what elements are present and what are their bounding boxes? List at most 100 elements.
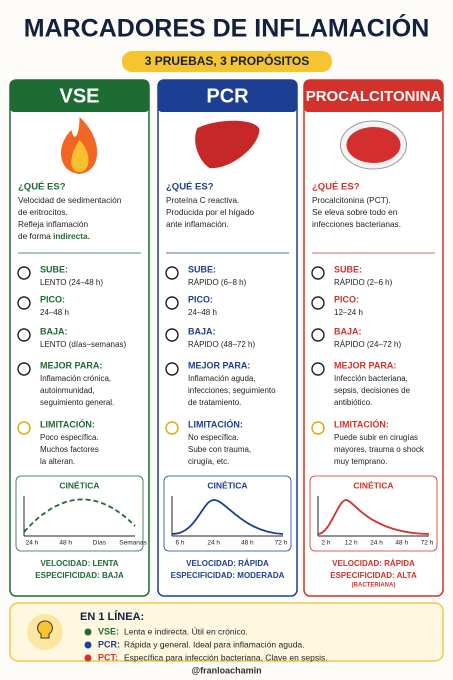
title: MARCADORES DE INFLAMACIÓN [24,13,430,43]
subtitle-pill [122,51,332,72]
row-value: 24–48 h [188,308,217,317]
what-text: infecciones bacterianas. [312,219,401,229]
column-summary: ESPECIFICIDAD: ALTA [330,571,417,580]
what-run: de eritrocitos. [18,207,68,217]
what-text: Procalcitonina (PCT). [312,195,391,205]
row-value: Infección bacteriana, [334,374,408,383]
row-label: SUBE: [334,264,362,274]
summary-text: Lenta e indirecta. Útil en crónico. [124,626,248,636]
kinetics-title: CINÉTICA [353,480,393,490]
kinetics-tick: 48 h [59,540,72,547]
row-value: Inflamación aguda, [188,374,256,383]
row-icon [17,296,31,310]
row-value: infecciones, seguimiento [188,386,276,395]
row-icon [17,362,31,376]
row-icon [311,296,325,310]
row-icon [17,328,31,342]
kinetics-box [15,475,144,552]
row-value: Sube con trauma, [188,445,251,454]
row-icon [165,296,179,310]
row-value: LENTO (24–48 h) [40,278,103,287]
row-icon [17,266,31,280]
column-title: PROCALCITONINA [306,88,442,105]
row-value: No específica. [188,433,239,442]
kinetics-tick: 48 h [395,540,408,547]
kinetics-tick: 24 h [26,540,39,547]
row-value: Puede subir en cirugías [334,433,418,442]
column-title: PCR [206,85,249,107]
column-header [10,80,149,112]
what-run: Se eleva sobre todo en [312,207,398,217]
kinetics-tick: 48 h [241,540,254,547]
row-label: MEJOR PARA: [334,360,396,370]
what-label: ¿QUÉ ES? [312,182,360,193]
summary-label: VSE: [98,626,119,636]
column-summary: VELOCIDAD: RÁPIDA [186,559,269,568]
what-label: ¿QUÉ ES? [18,182,66,193]
what-run: Refleja inflamación [18,219,88,229]
what-text: de forma indirecta. [18,231,90,241]
column-summary: (BACTERIANA) [352,583,396,589]
kinetics-box [163,475,292,552]
row-value: 24–48 h [40,308,69,317]
row-value: muy temprano. [334,457,387,466]
what-run: Procalcitonina (PCT). [312,195,391,205]
column-summary: VELOCIDAD: RÁPIDA [332,559,415,568]
row-value: Muchos factores [40,445,99,454]
bulb-icon [37,620,53,639]
fire-inner [71,140,89,172]
row-value: de tratamiento. [188,398,241,407]
what-run: Velocidad de sedimentación [18,195,122,205]
row-icon [311,362,325,376]
what-text: ante inflamación. [166,219,229,229]
summary-text: Específica para infección bacteriana. Cl… [124,652,328,662]
summary-label: PCT: [98,652,118,662]
kinetics-tick: 24 h [207,540,220,547]
kinetics-tick: Semanas [119,540,147,547]
what-run: de forma [18,231,53,241]
row-icon [311,421,325,435]
row-label: PICO: [188,294,213,304]
what-run: indirecta. [53,231,90,241]
row-value: Inflamación crónica, [40,374,111,383]
row-value: 12–24 h [334,308,363,317]
row-label: MEJOR PARA: [40,360,102,370]
row-label: MEJOR PARA: [188,360,250,370]
row-label: BAJA: [334,326,362,336]
row-value: sepsis, decisiones de [334,386,411,395]
row-value: RÁPIDO (24–72 h) [334,340,401,349]
column-summary: ESPECIFICIDAD: MODERADA [171,571,285,580]
row-value: antibiótico. [334,398,372,407]
column-title: VSE [59,85,99,107]
row-label: LIMITACIÓN: [334,418,389,429]
kinetics-curve [317,499,430,535]
row-icon [165,328,179,342]
row-label: SUBE: [40,264,68,274]
kinetics-curve [23,498,136,533]
summary-title: EN 1 LÍNEA: [80,610,144,623]
row-label: PICO: [40,294,65,304]
kinetics-title: CINÉTICA [59,480,99,490]
kinetics-curve [171,499,284,535]
row-value: Poco específica. [40,433,99,442]
row-label: PICO: [334,294,359,304]
what-run: Producida por el hígado [166,207,254,217]
row-label: BAJA: [188,326,216,336]
summary-box [9,602,444,662]
what-run: ante inflamación. [166,219,229,229]
what-text: Proteína C reactiva. [166,195,239,205]
row-value: seguimiento general. [40,398,114,407]
kinetics-tick: 2 h [321,540,330,547]
row-icon [311,266,325,280]
row-icon [311,328,325,342]
row-value: RÁPIDO (2–6 h) [334,278,393,287]
petri-content [346,127,401,163]
column-summary: ESPECIFICIDAD: BAJA [35,571,124,580]
what-text: Velocidad de sedimentación [18,195,122,205]
row-label: LIMITACIÓN: [40,418,95,429]
column-summary: VELOCIDAD: LENTA [40,559,118,568]
row-label: LIMITACIÓN: [188,418,243,429]
kinetics-tick: 24 h [370,540,383,547]
row-icon [165,266,179,280]
